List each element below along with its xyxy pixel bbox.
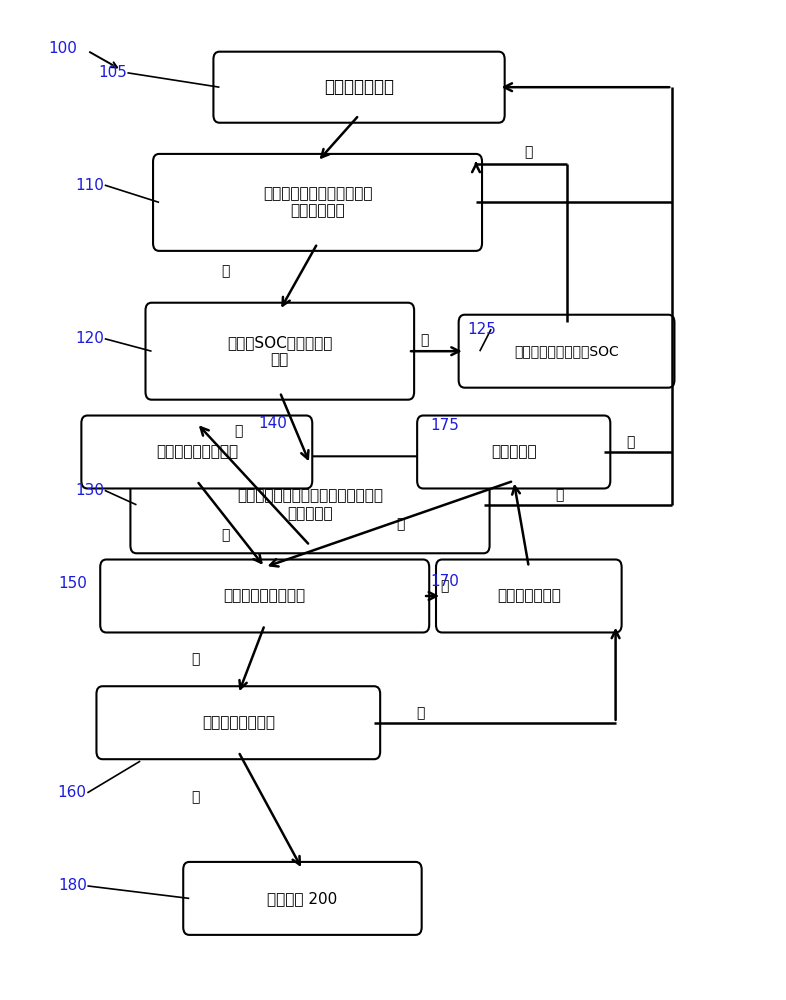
Text: 160: 160 bbox=[58, 785, 86, 800]
Text: 再生微粒过滤器: 再生微粒过滤器 bbox=[497, 588, 560, 603]
Text: 是: 是 bbox=[222, 265, 230, 279]
Text: 否: 否 bbox=[396, 517, 405, 531]
Text: 进行到框 200: 进行到框 200 bbox=[267, 891, 337, 906]
Text: 120: 120 bbox=[75, 331, 104, 346]
Text: 否: 否 bbox=[440, 579, 449, 593]
Text: 180: 180 bbox=[58, 878, 86, 893]
Text: 微粒过滤器烟粒水平超过第
一预定极限？: 微粒过滤器烟粒水平超过第 一预定极限？ bbox=[263, 186, 373, 219]
Text: 是: 是 bbox=[191, 652, 200, 666]
Text: 再生完成？: 再生完成？ bbox=[491, 444, 537, 460]
FancyBboxPatch shape bbox=[436, 560, 622, 632]
Text: 否: 否 bbox=[416, 706, 424, 720]
FancyBboxPatch shape bbox=[97, 686, 380, 759]
Text: 是: 是 bbox=[222, 529, 230, 543]
Text: 140: 140 bbox=[258, 416, 287, 431]
FancyBboxPatch shape bbox=[459, 315, 674, 388]
FancyBboxPatch shape bbox=[130, 456, 490, 553]
Text: 否: 否 bbox=[555, 488, 564, 502]
FancyBboxPatch shape bbox=[417, 416, 610, 488]
Text: 否: 否 bbox=[524, 145, 533, 159]
FancyBboxPatch shape bbox=[214, 52, 505, 123]
Text: 是: 是 bbox=[626, 435, 635, 449]
Text: 发动机运行正常: 发动机运行正常 bbox=[324, 78, 394, 96]
FancyBboxPatch shape bbox=[101, 560, 429, 632]
FancyBboxPatch shape bbox=[82, 416, 312, 488]
Text: 125: 125 bbox=[468, 322, 497, 337]
Text: 微粒过滤器过热？: 微粒过滤器过热？ bbox=[202, 715, 275, 730]
Text: 170: 170 bbox=[430, 574, 459, 589]
Text: 微粒过滤器烟粒水平超过更高的第二
预定极限？: 微粒过滤器烟粒水平超过更高的第二 预定极限？ bbox=[237, 489, 383, 521]
Text: 130: 130 bbox=[75, 483, 105, 498]
FancyBboxPatch shape bbox=[183, 862, 421, 935]
Text: 150: 150 bbox=[58, 576, 86, 591]
Text: 是: 是 bbox=[191, 791, 200, 805]
Text: 175: 175 bbox=[430, 418, 459, 433]
FancyBboxPatch shape bbox=[153, 154, 482, 251]
Text: 采取措施减少电池的SOC: 采取措施减少电池的SOC bbox=[514, 344, 619, 358]
Text: 发生松加速器踏板？: 发生松加速器踏板？ bbox=[224, 588, 306, 603]
Text: 110: 110 bbox=[75, 178, 104, 193]
Text: 是: 是 bbox=[421, 334, 429, 348]
Text: 电池的SOC超过预定水
平？: 电池的SOC超过预定水 平？ bbox=[227, 335, 332, 367]
Text: 100: 100 bbox=[48, 41, 77, 56]
FancyBboxPatch shape bbox=[145, 303, 414, 400]
Text: 起动微粒过滤器再生: 起动微粒过滤器再生 bbox=[156, 444, 238, 460]
Text: 105: 105 bbox=[98, 65, 127, 80]
Text: 否: 否 bbox=[234, 424, 243, 438]
